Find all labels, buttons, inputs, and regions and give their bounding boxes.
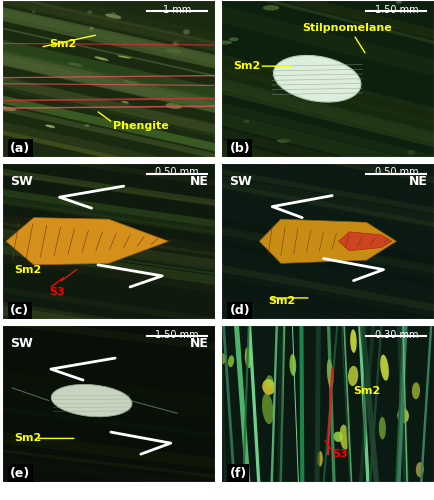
Text: Sm2: Sm2 [15,264,42,274]
Text: 0.50 mm: 0.50 mm [155,167,199,177]
Text: 0.30 mm: 0.30 mm [375,330,418,340]
Ellipse shape [173,40,179,46]
Ellipse shape [216,353,227,364]
Ellipse shape [0,106,16,111]
Ellipse shape [262,379,275,395]
Ellipse shape [273,56,361,102]
Ellipse shape [327,359,333,388]
Text: NE: NE [409,175,428,188]
Ellipse shape [397,408,409,424]
Polygon shape [6,218,169,265]
Ellipse shape [380,354,389,380]
Ellipse shape [94,56,108,61]
Ellipse shape [280,84,289,86]
Polygon shape [339,232,392,250]
Ellipse shape [84,124,89,127]
Ellipse shape [333,432,343,442]
Polygon shape [260,219,396,264]
Ellipse shape [111,12,116,14]
Ellipse shape [407,150,415,155]
Text: SW: SW [10,338,33,350]
Text: Sm2: Sm2 [268,296,295,306]
Ellipse shape [244,120,250,123]
Ellipse shape [299,105,309,110]
Text: NE: NE [190,338,209,350]
Ellipse shape [165,103,182,109]
Ellipse shape [229,38,239,41]
Text: Sm2: Sm2 [15,434,42,444]
Ellipse shape [166,48,182,54]
Ellipse shape [45,124,55,128]
Text: (f): (f) [230,466,247,479]
Text: (d): (d) [230,304,250,317]
Ellipse shape [396,0,402,4]
Text: 0.50 mm: 0.50 mm [375,167,418,177]
Text: SW: SW [230,175,252,188]
Ellipse shape [89,27,94,32]
Text: (a): (a) [10,142,30,154]
Text: NE: NE [190,175,209,188]
Text: Phengite: Phengite [113,121,169,131]
Ellipse shape [245,346,252,368]
Ellipse shape [183,30,190,35]
Ellipse shape [412,382,420,399]
Ellipse shape [266,375,273,388]
Text: Stilpnomelane: Stilpnomelane [302,24,392,34]
Text: Sm2: Sm2 [49,39,76,49]
Ellipse shape [217,40,232,44]
Ellipse shape [277,138,291,142]
Ellipse shape [317,451,323,466]
Ellipse shape [40,64,45,70]
Ellipse shape [32,8,36,13]
Ellipse shape [416,462,424,477]
Ellipse shape [117,56,132,58]
Ellipse shape [262,393,273,424]
Text: (b): (b) [230,142,250,154]
Text: S3: S3 [49,286,64,296]
Ellipse shape [51,384,132,416]
Ellipse shape [228,356,234,367]
Ellipse shape [263,5,279,10]
Ellipse shape [39,66,44,70]
Ellipse shape [379,417,386,440]
Ellipse shape [68,62,83,66]
Ellipse shape [105,14,122,19]
Text: (c): (c) [10,304,30,317]
Text: 1.50 mm: 1.50 mm [375,4,418,15]
Ellipse shape [8,103,17,106]
Text: 1 mm: 1 mm [163,4,191,15]
Ellipse shape [242,150,247,156]
Ellipse shape [120,101,129,107]
Text: Sm2: Sm2 [354,386,381,396]
Ellipse shape [289,354,296,376]
Text: SW: SW [10,175,33,188]
Ellipse shape [87,10,92,14]
Text: 1.50 mm: 1.50 mm [155,330,199,340]
Text: (e): (e) [10,466,30,479]
Ellipse shape [124,80,138,85]
Ellipse shape [340,424,349,450]
Ellipse shape [348,366,358,386]
Ellipse shape [350,330,357,353]
Text: S3: S3 [332,449,348,459]
Text: Sm2: Sm2 [234,61,261,71]
